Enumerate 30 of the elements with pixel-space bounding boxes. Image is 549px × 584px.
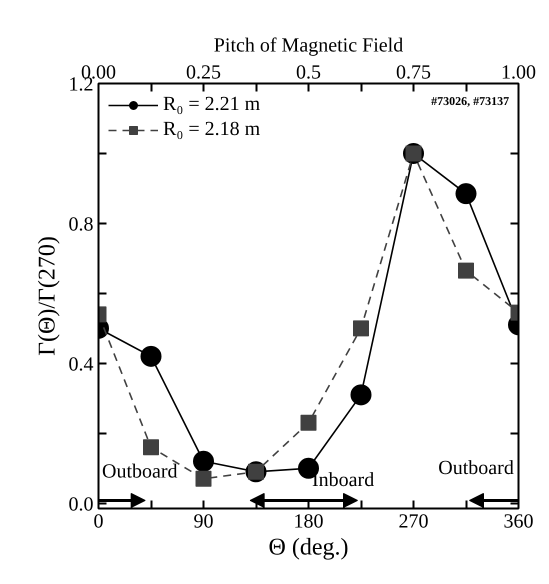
annotation: Inboard — [312, 469, 374, 492]
point — [193, 450, 214, 472]
point — [350, 384, 372, 406]
legend-label: R₀ = 2.21 m — [163, 93, 260, 116]
x-tick-label: 360 — [504, 510, 534, 532]
point — [300, 414, 316, 431]
x2-tick-label: 0.75 — [396, 62, 431, 84]
x2-tick-label: 0.5 — [296, 62, 321, 84]
point — [140, 346, 162, 367]
point — [353, 320, 369, 336]
y-tick-label: 0.0 — [68, 493, 94, 516]
legend-label: R₀ = 2.18 m — [163, 118, 260, 141]
x2-tick-label: 0.25 — [186, 62, 221, 84]
x2-tick-label: 1.00 — [501, 62, 536, 84]
x-tick-label: 90 — [194, 510, 214, 532]
annotation: #73026, #73137 — [431, 94, 510, 108]
x-tick-label: 0 — [94, 510, 104, 532]
y-tick-label: 0.8 — [68, 213, 94, 236]
point — [456, 183, 476, 204]
x2-axis-title: Pitch of Magnetic Field — [214, 34, 404, 56]
annotation: Outboard — [102, 460, 178, 482]
y-tick-label: 0.4 — [68, 353, 94, 376]
x-axis-title: Θ (deg.) — [268, 534, 348, 560]
x-tick-label: 180 — [294, 510, 324, 532]
point — [458, 262, 474, 279]
point — [143, 439, 159, 456]
x-tick-label: 270 — [398, 510, 428, 532]
y-axis-title: Γ(Θ)/Γ(270) — [34, 236, 60, 356]
point — [196, 470, 212, 487]
annotation: Outboard — [438, 456, 514, 479]
